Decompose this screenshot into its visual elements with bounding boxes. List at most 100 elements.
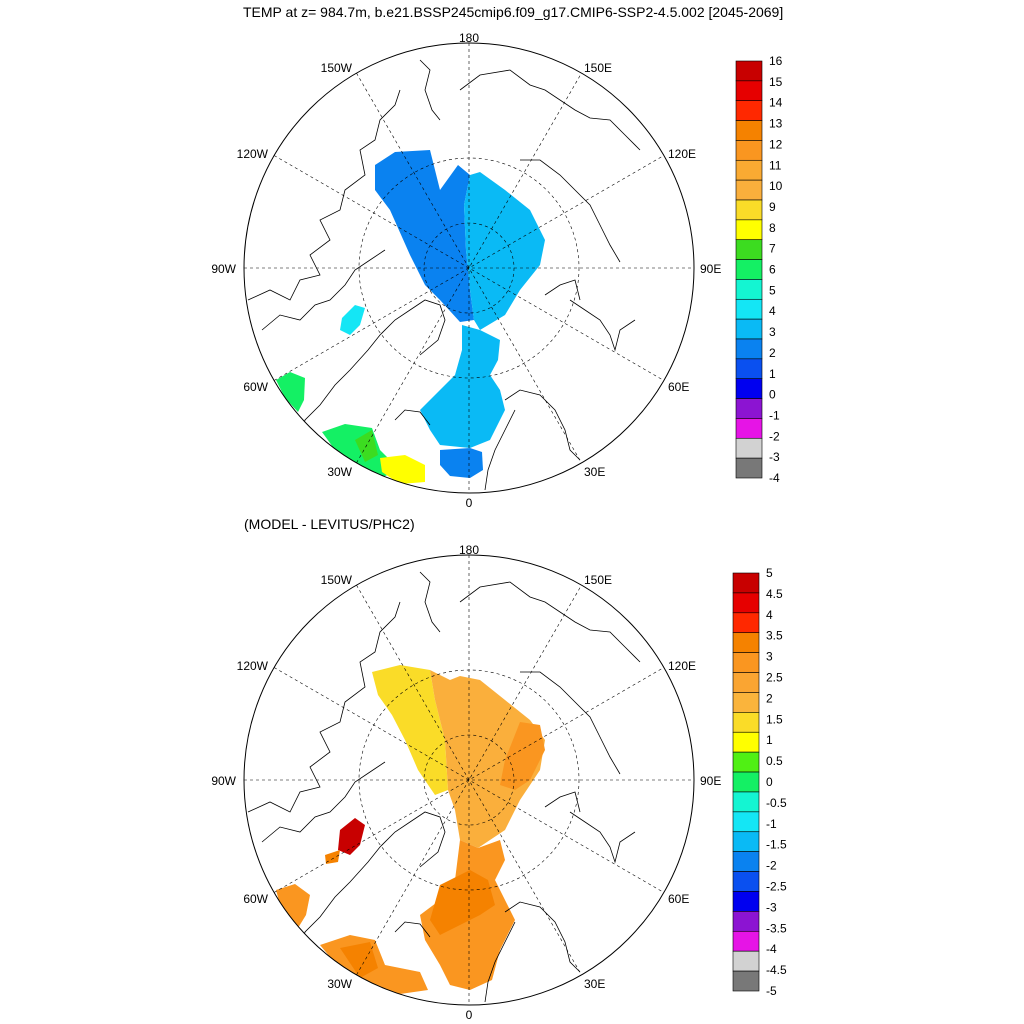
colorbar-label: 10 (769, 179, 783, 193)
colorbar-label: 7 (769, 242, 776, 256)
lon-label-90e: 90E (700, 262, 721, 276)
colorbar-label: -3.5 (766, 921, 787, 935)
colorbar-swatch (735, 358, 763, 380)
lon-label-30w: 30W (327, 465, 352, 479)
colorbar-label: 1.5 (766, 712, 783, 726)
colorbar-swatch (732, 731, 760, 753)
lon-label-0: 0 (466, 496, 473, 510)
colorbar-swatch (735, 457, 763, 479)
lon-label-150e: 150E (584, 573, 612, 587)
colorbar-swatch (732, 592, 760, 614)
colorbar-label: 2 (766, 691, 773, 705)
colorbar-swatch (732, 692, 760, 713)
lon-label-180: 180 (459, 31, 479, 45)
graticule (244, 43, 694, 493)
temp-region-1-2-norwegian (440, 448, 483, 478)
colorbar-label: 3.5 (766, 629, 783, 643)
colorbar-label: 4.5 (766, 587, 783, 601)
lon-label-120e: 120E (668, 659, 696, 673)
colorbar-swatch (732, 911, 760, 932)
colorbar-label: -1 (766, 817, 777, 831)
lon-label-90e: 90E (700, 774, 721, 788)
lon-label-60e: 60E (668, 380, 689, 394)
longitude-labels: 180 0 90W 90E 150W 120W 60W 30W 150E 120… (211, 31, 721, 510)
temp-region-baffin (340, 305, 365, 335)
colorbar-label: 15 (769, 75, 783, 89)
temperature-map: 180 0 90W 90E 150W 120W 60W 30W 150E 120… (211, 31, 782, 510)
temp-region-yellow (380, 455, 425, 484)
colorbar-label: 2 (769, 346, 776, 360)
diff-region-irminger-dark (340, 942, 378, 978)
map-boundary-diff (243, 554, 695, 1006)
colorbar-swatch (732, 950, 760, 972)
colorbar-label: -4.5 (766, 963, 787, 977)
colorbar-label: 3 (769, 325, 776, 339)
colorbar-label: 0 (769, 388, 776, 402)
lon-label-150w: 150W (321, 573, 353, 587)
lon-label-60w: 60W (243, 892, 268, 906)
colorbar-swatch (732, 970, 760, 992)
colorbar-label: 14 (769, 96, 783, 110)
colorbar-swatch (732, 891, 760, 912)
difference-map: 180 0 90W 90E 150W 120W 60W 30W 150E 120… (211, 543, 787, 1022)
lon-label-150e: 150E (584, 61, 612, 75)
colorbar-swatch (735, 219, 763, 241)
colorbar-label: 9 (769, 200, 776, 214)
colorbar-label: -5 (766, 984, 777, 998)
lon-label-30e: 30E (584, 977, 605, 991)
lon-label-90w: 90W (211, 774, 236, 788)
colorbar-swatch (732, 851, 760, 872)
diff-region-labrador (276, 884, 310, 928)
colorbar-label: -2 (766, 859, 777, 873)
diff-region-baffin-edge (325, 850, 340, 864)
lon-label-60e: 60E (668, 892, 689, 906)
colorbar-label: 0 (766, 775, 773, 789)
lon-label-30e: 30E (584, 465, 605, 479)
lon-label-120e: 120E (668, 147, 696, 161)
colorbar-swatch (735, 259, 763, 280)
diff-region-1.5-2 (372, 665, 448, 795)
temp-region-2-3-fram (420, 325, 505, 448)
difference-field (276, 665, 545, 994)
colorbar-label: 0.5 (766, 754, 783, 768)
colorbar-label: 8 (769, 221, 776, 235)
colorbar-swatch (735, 338, 763, 360)
lon-label-120w: 120W (237, 659, 269, 673)
lon-label-90w: 90W (211, 262, 236, 276)
colorbar-label: 13 (769, 117, 783, 131)
lon-label-180: 180 (459, 543, 479, 557)
colorbar-swatch (732, 811, 760, 833)
coastlines (247, 59, 641, 491)
colorbar-label: -1.5 (766, 838, 787, 852)
colorbar-label: -0.5 (766, 796, 787, 810)
colorbar-swatch (732, 632, 760, 653)
colorbar-swatch (735, 80, 763, 102)
lon-label-0: 0 (466, 1008, 473, 1022)
colorbar-swatch (732, 652, 760, 673)
colorbar-swatch (735, 100, 763, 121)
colorbar-swatch (732, 791, 760, 813)
colorbar-swatch (735, 199, 763, 221)
colorbar-swatch (735, 179, 763, 201)
colorbar-label: -2.5 (766, 880, 787, 894)
colorbar-label: -3 (766, 900, 777, 914)
lon-label-120w: 120W (237, 147, 269, 161)
colorbar-label: -3 (769, 450, 780, 464)
colorbar-swatch (735, 279, 763, 300)
lon-label-150w: 150W (321, 61, 353, 75)
colorbar-swatch (732, 930, 760, 952)
colorbar-swatch (732, 771, 760, 793)
colorbar-swatch (732, 831, 760, 852)
colorbar-label: 4 (769, 304, 776, 318)
longitude-labels-diff: 180 0 90W 90E 150W 120W 60W 30W 150E 120… (211, 543, 721, 1022)
map-boundary (243, 42, 695, 494)
colorbar-label: 1 (769, 367, 776, 381)
colorbar-swatch (735, 239, 763, 260)
colorbar-swatch (732, 672, 760, 693)
colorbar-label: 6 (769, 263, 776, 277)
colorbar-label: -4 (769, 471, 780, 485)
colorbar-label: 11 (769, 158, 782, 172)
lon-label-30w: 30W (327, 977, 352, 991)
difference-colorbar: 5 4.5 4 3.5 3 2.5 2 1.5 1 0.5 0 -0.5 -1 -1.5 -2 -2.5 -3 -… (732, 566, 787, 998)
